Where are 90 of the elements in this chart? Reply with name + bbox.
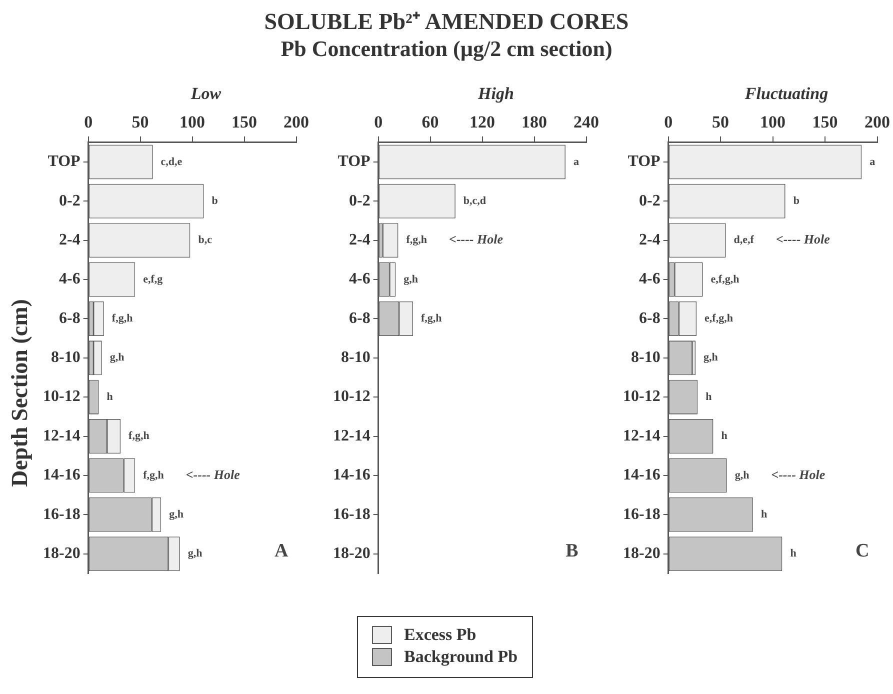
y-tick-label: 14-16 xyxy=(623,466,660,484)
x-tick-label: 150 xyxy=(232,112,258,132)
annotation: <---- Hole xyxy=(449,232,504,247)
y-tick-label: 0-2 xyxy=(349,192,370,210)
legend-label: Excess Pb xyxy=(404,625,476,645)
annotation: e,f,g,h xyxy=(710,273,740,286)
annotation: a xyxy=(573,156,580,168)
y-tick-label: 10-12 xyxy=(43,388,80,406)
x-tick-label: 100 xyxy=(760,112,786,132)
annotation: d,e,f xyxy=(734,234,754,246)
y-axis-title: Depth Section (cm) xyxy=(7,298,33,489)
y-tick-label: 8-10 xyxy=(341,349,370,366)
y-tick-label: TOP xyxy=(628,153,661,170)
annotation: h xyxy=(790,548,796,560)
x-tick-label: 200 xyxy=(864,112,890,132)
annotation: b,c,d xyxy=(463,195,486,208)
y-tick-label: 4-6 xyxy=(349,270,370,288)
y-tick-label: TOP xyxy=(48,153,81,170)
x-tick-label: 60 xyxy=(422,112,439,132)
y-tick-label: 8-10 xyxy=(631,349,660,366)
chart-title: SOLUBLE Pb²⁺ AMENDED CORES xyxy=(263,8,630,36)
x-tick-label: 150 xyxy=(812,112,838,132)
y-tick-label: 4-6 xyxy=(639,270,660,288)
annotation: <---- Hole xyxy=(776,232,830,247)
annotation: c,d,e xyxy=(160,156,182,168)
y-tick-label: 2-4 xyxy=(59,231,80,248)
y-tick-label: 4-6 xyxy=(59,270,80,288)
annotation: b xyxy=(212,195,218,208)
y-tick-label: 10-12 xyxy=(333,388,370,406)
annotation: <---- Hole xyxy=(186,466,240,482)
y-tick-label: 12-14 xyxy=(623,427,660,444)
x-tick-label: 50 xyxy=(712,112,730,132)
x-tick-label: 50 xyxy=(132,112,149,132)
y-tick-label: 8-10 xyxy=(51,349,80,366)
y-tick-label: 14-16 xyxy=(43,466,80,484)
chart-subtitle: Fluctuating xyxy=(744,84,830,104)
annotation: f,g,h xyxy=(143,469,164,482)
y-tick-label: 10-12 xyxy=(623,388,660,406)
annotation: g,h xyxy=(734,469,750,482)
annotation: f,g,h xyxy=(112,312,133,325)
x-tick-label: 0 xyxy=(84,112,93,132)
annotation: A xyxy=(274,540,289,562)
y-tick-label: 2-4 xyxy=(639,231,660,248)
annotation: f,g,h xyxy=(420,312,442,325)
x-tick-label: 200 xyxy=(284,112,309,132)
annotation: h xyxy=(760,508,768,520)
chart-subtitle: High xyxy=(476,84,515,104)
x-tick-label: 0 xyxy=(374,112,383,132)
y-tick-label: 14-16 xyxy=(333,466,370,484)
annotation: g,h xyxy=(169,508,184,520)
y-tick-label: 12-14 xyxy=(43,427,80,444)
x-tick-label: 240 xyxy=(574,112,599,132)
annotation: e,f,g xyxy=(143,273,164,286)
y-tick-label: 6-8 xyxy=(349,310,370,327)
annotation: <---- Hole xyxy=(771,466,826,482)
annotation: b,c xyxy=(198,234,212,246)
y-tick-label: 16-18 xyxy=(43,506,80,523)
annotation: b xyxy=(793,195,800,208)
legend-label: Background Pb xyxy=(404,647,518,667)
y-tick-label: 0-2 xyxy=(639,192,660,210)
annotation: g,h xyxy=(404,273,418,286)
annotation: g,h xyxy=(188,548,202,560)
annotation: f,g,h xyxy=(128,430,150,442)
y-tick-label: TOP xyxy=(338,153,371,170)
annotation: B xyxy=(566,540,579,562)
annotation: h xyxy=(106,390,113,403)
chart-subtitle: Low xyxy=(190,84,222,104)
annotation: C xyxy=(856,540,870,562)
y-tick-label: 18-20 xyxy=(43,544,80,562)
annotation: h xyxy=(721,430,728,442)
annotation: e,f,g,h xyxy=(704,312,733,325)
y-tick-label: 18-20 xyxy=(623,544,660,562)
y-tick-label: 6-8 xyxy=(59,310,80,327)
y-tick-label: 16-18 xyxy=(333,506,370,523)
x-tick-label: 0 xyxy=(664,112,673,132)
annotation: g,h xyxy=(110,352,124,364)
y-tick-label: 6-8 xyxy=(639,310,660,327)
annotation: f,g,h xyxy=(406,234,428,246)
annotation: h xyxy=(706,390,712,403)
x-tick-label: 120 xyxy=(470,112,496,132)
annotation: a xyxy=(870,156,876,168)
y-tick-label: 16-18 xyxy=(623,506,660,523)
y-tick-label: 0-2 xyxy=(59,192,80,210)
y-tick-label: 2-4 xyxy=(349,231,370,248)
x-tick-label: 180 xyxy=(522,112,548,132)
y-tick-label: 12-14 xyxy=(333,427,370,444)
annotation: g,h xyxy=(703,352,718,364)
x-axis-title: Pb Concentration (µg/2 cm section) xyxy=(280,36,614,62)
x-tick-label: 100 xyxy=(180,112,206,132)
y-tick-label: 18-20 xyxy=(333,544,370,562)
